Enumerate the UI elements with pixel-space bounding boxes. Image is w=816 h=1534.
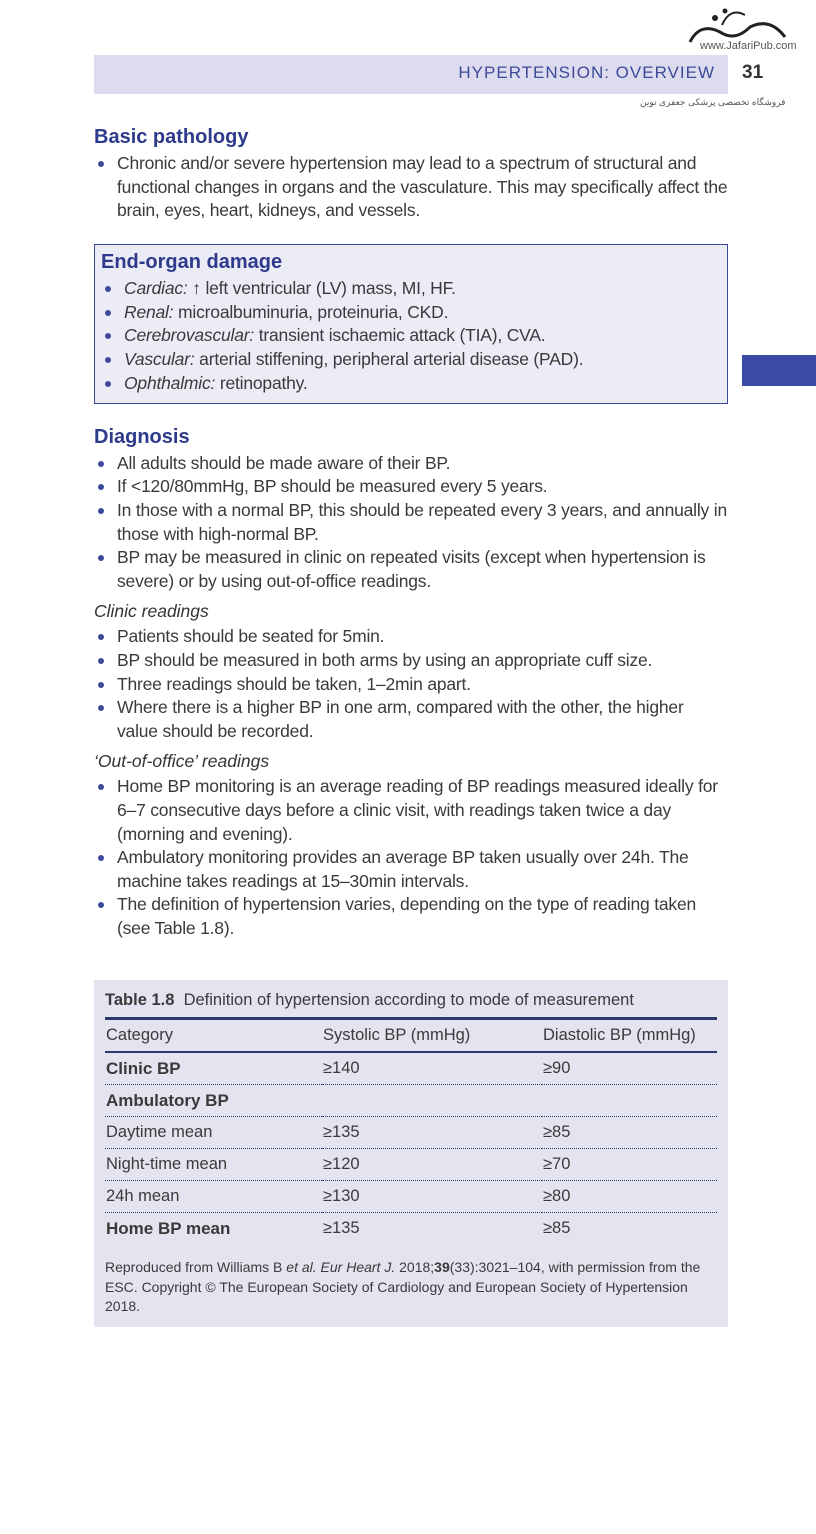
cell-value: ≥135 <box>323 1219 360 1238</box>
end-organ-item: Vascular: arterial stiffening, periphera… <box>101 348 721 372</box>
end-organ-item: Renal: microalbuminuria, proteinuria, CK… <box>101 301 721 325</box>
cell-value: ≥70 <box>542 1148 717 1182</box>
row-category: 24h mean <box>105 1180 322 1214</box>
bullet-item: Ambulatory monitoring provides an averag… <box>94 846 728 893</box>
section-heading: Basic pathology <box>94 126 249 148</box>
table-1-8: Table 1.8 Definition of hypertension acc… <box>94 980 728 1327</box>
bullet-item: In those with a normal BP, this should b… <box>94 499 728 546</box>
bullet-item: Patients should be seated for 5min. <box>94 625 728 649</box>
end-organ-item: Cardiac: ↑ left ventricular (LV) mass, M… <box>101 277 721 301</box>
page-number: 31 <box>742 62 764 83</box>
diagnosis-section: Diagnosis All adults should be made awar… <box>94 424 728 941</box>
subheading: ‘Out-of-office’ readings <box>94 751 270 772</box>
box-heading: End-organ damage <box>101 250 283 273</box>
cell-value: ≥90 <box>542 1052 717 1086</box>
cell-value: ≥85 <box>543 1219 571 1238</box>
watermark-text: فروشگاه تخصصی پزشکی جعفری نوین <box>640 97 786 107</box>
header-band <box>94 55 728 94</box>
page-body: Basic pathology Chronic and/or severe hy… <box>94 0 728 1367</box>
cell-value: ≥135 <box>322 1116 542 1150</box>
end-organ-item: Cerebrovascular: transient ischaemic att… <box>101 324 721 348</box>
cell-value: ≥130 <box>322 1180 542 1214</box>
basic-pathology-section: Basic pathology Chronic and/or severe hy… <box>94 124 728 223</box>
end-organ-damage-box: End-organ damage Cardiac: ↑ left ventric… <box>94 243 728 404</box>
cell-value: ≥80 <box>542 1180 717 1214</box>
bullet-item: BP may be measured in clinic on repeated… <box>94 546 728 593</box>
cell-value: ≥120 <box>322 1148 542 1182</box>
table-caption: Table 1.8 Definition of hypertension acc… <box>105 991 634 1010</box>
column-header: Category <box>105 1017 322 1054</box>
subheading: Clinic readings <box>94 601 209 622</box>
table-row: Night-time mean ≥120 ≥70 <box>105 1148 717 1182</box>
publisher-logo-icon <box>688 8 787 43</box>
row-category: Clinic BP <box>105 1052 322 1086</box>
table-source-note: Reproduced from Williams B et al. Eur He… <box>105 1259 701 1315</box>
cell-value <box>322 1084 542 1118</box>
bullet-item: If <120/80mmHg, BP should be measured ev… <box>94 475 728 499</box>
cell-value <box>542 1084 717 1118</box>
bullet-item: BP should be measured in both arms by us… <box>94 649 728 673</box>
running-title: HYPERTENSION: OVERVIEW <box>458 63 715 82</box>
table-row: Home BP mean ≥135 ≥85 <box>105 1213 717 1245</box>
bullet-item: Chronic and/or severe hypertension may l… <box>94 152 728 223</box>
bullet-item: Home BP monitoring is an average reading… <box>94 775 728 846</box>
column-header: Diastolic BP (mmHg) <box>542 1017 717 1054</box>
end-organ-item: Ophthalmic: retinopathy. <box>101 372 721 396</box>
row-category: Daytime mean <box>105 1116 322 1150</box>
row-category: Ambulatory BP <box>105 1084 322 1118</box>
cell-value: ≥140 <box>322 1052 542 1086</box>
table-row: Ambulatory BP <box>105 1084 717 1118</box>
cell-value: ≥85 <box>542 1116 717 1150</box>
bullet-item: Where there is a higher BP in one arm, c… <box>94 696 728 743</box>
section-heading: Diagnosis <box>94 425 190 448</box>
table-row: 24h mean ≥130 ≥80 <box>105 1180 717 1214</box>
column-header: Systolic BP (mmHg) <box>322 1017 542 1054</box>
bullet-item: The definition of hypertension varies, d… <box>94 893 728 940</box>
table-row: Clinic BP ≥140 ≥90 <box>105 1052 717 1086</box>
bullet-item: Three readings should be taken, 1–2min a… <box>94 673 728 697</box>
hypertension-definition-table: Category Systolic BP (mmHg) Diastolic BP… <box>105 1017 717 1244</box>
watermark-url: www.JafariPub.com <box>700 40 797 52</box>
row-category: Home BP mean <box>106 1218 231 1238</box>
bullet-item: All adults should be made aware of their… <box>94 452 728 476</box>
row-category: Night-time mean <box>105 1148 322 1182</box>
chapter-thumb-tab <box>742 355 816 386</box>
table-row: Daytime mean ≥135 ≥85 <box>105 1116 717 1150</box>
